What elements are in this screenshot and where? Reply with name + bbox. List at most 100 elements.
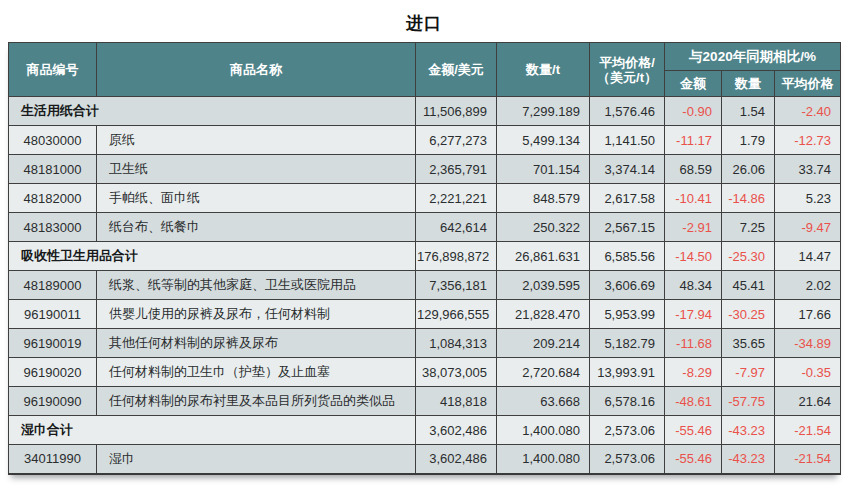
table-row: 48182000 手帕纸、面巾纸 2,221,221 848.579 2,617… [9,184,841,213]
row-cmp-quantity: -7.97 [722,358,775,387]
row-cmp-quantity: 35.65 [722,329,775,358]
col-header-compare-group: 与2020年同期相比/% [665,43,841,71]
row-cmp-quantity: -43.23 [722,445,775,474]
row-cmp-avg-price: 14.47 [775,242,841,271]
row-cmp-avg-price: -21.54 [775,416,841,445]
row-amount: 176,898,872 [416,242,497,271]
row-cmp-amount: -48.61 [665,387,722,416]
row-amount: 2,221,221 [416,184,497,213]
table-row: 48030000 原纸 6,277,273 5,499.134 1,141.50… [9,126,841,155]
row-quantity: 63.668 [497,387,590,416]
row-amount: 2,365,791 [416,155,497,184]
row-name: 手帕纸、面巾纸 [97,184,416,213]
row-avg-price: 3,374.14 [590,155,665,184]
row-quantity: 7,299.189 [497,97,590,126]
row-code: 96190019 [9,329,97,358]
row-avg-price: 6,585.56 [590,242,665,271]
row-cmp-amount: -0.90 [665,97,722,126]
row-name: 吸收性卫生用品合计 [9,242,416,271]
table-row-total-tissue: 生活用纸合计 11,506,899 7,299.189 1,576.46 -0.… [9,97,841,126]
col-header-compare-quantity: 数量 [722,71,775,97]
row-cmp-amount: -11.17 [665,126,722,155]
row-cmp-amount: -55.46 [665,445,722,474]
row-code: 96190020 [9,358,97,387]
row-cmp-quantity: -30.25 [722,300,775,329]
row-name: 纸台布、纸餐巾 [97,213,416,242]
table-row: 96190019 其他任何材料制的尿裤及尿布 1,084,313 209.214… [9,329,841,358]
row-cmp-quantity: 45.41 [722,271,775,300]
row-name: 湿巾合计 [9,416,416,445]
row-cmp-avg-price: -2.40 [775,97,841,126]
header-row-top: 商品编号 商品名称 金额/美元 数量/t 平均价格/ （美元/t） 与2020年… [9,43,841,71]
row-avg-price: 2,567.15 [590,213,665,242]
row-cmp-quantity: 1.54 [722,97,775,126]
row-cmp-amount: -55.46 [665,416,722,445]
row-name: 任何材料制的卫生巾（护垫）及止血塞 [97,358,416,387]
row-cmp-amount: -11.68 [665,329,722,358]
row-name: 纸浆、纸等制的其他家庭、卫生或医院用品 [97,271,416,300]
row-name: 原纸 [97,126,416,155]
row-cmp-avg-price: -21.54 [775,445,841,474]
table-row: 48183000 纸台布、纸餐巾 642,614 250.322 2,567.1… [9,213,841,242]
row-code: 48189000 [9,271,97,300]
row-amount: 129,966,555 [416,300,497,329]
row-cmp-avg-price: 2.02 [775,271,841,300]
page-title: 进口 [0,0,848,35]
row-cmp-amount: -10.41 [665,184,722,213]
row-avg-price: 1,141.50 [590,126,665,155]
avg-price-label-line2: （美元/t） [592,70,662,85]
col-header-name: 商品名称 [97,43,416,97]
table-header: 商品编号 商品名称 金额/美元 数量/t 平均价格/ （美元/t） 与2020年… [9,43,841,97]
row-cmp-amount: -17.94 [665,300,722,329]
row-amount: 3,602,486 [416,416,497,445]
col-header-compare-avg-price: 平均价格 [775,71,841,97]
import-table-container: 商品编号 商品名称 金额/美元 数量/t 平均价格/ （美元/t） 与2020年… [8,42,840,475]
row-avg-price: 5,182.79 [590,329,665,358]
row-name: 供婴儿使用的尿裤及尿布，任何材料制 [97,300,416,329]
table-row: 96190011 供婴儿使用的尿裤及尿布，任何材料制 129,966,555 2… [9,300,841,329]
row-name: 其他任何材料制的尿裤及尿布 [97,329,416,358]
row-cmp-amount: 48.34 [665,271,722,300]
row-code: 34011990 [9,445,97,474]
table-row: 48189000 纸浆、纸等制的其他家庭、卫生或医院用品 7,356,181 2… [9,271,841,300]
row-name: 湿巾 [97,445,416,474]
row-cmp-avg-price: -0.35 [775,358,841,387]
row-avg-price: 13,993.91 [590,358,665,387]
table-row: 34011990 湿巾 3,602,486 1,400.080 2,573.06… [9,445,841,474]
row-code: 48030000 [9,126,97,155]
row-cmp-avg-price: 21.64 [775,387,841,416]
row-cmp-amount: -14.50 [665,242,722,271]
avg-price-label-line1: 平均价格/ [592,55,662,70]
page: 进口 商品编号 商品名称 金额/美元 数量/t 平均价格/ （美元/t） 与20… [0,0,848,494]
row-quantity: 209.214 [497,329,590,358]
table-row: 48181000 卫生纸 2,365,791 701.154 3,374.14 … [9,155,841,184]
col-header-code: 商品编号 [9,43,97,97]
col-header-compare-amount: 金额 [665,71,722,97]
row-name: 任何材料制的尿布衬里及本品目所列货品的类似品 [97,387,416,416]
row-quantity: 5,499.134 [497,126,590,155]
row-cmp-avg-price: 5.23 [775,184,841,213]
row-amount: 38,073,005 [416,358,497,387]
row-quantity: 26,861.631 [497,242,590,271]
row-amount: 7,356,181 [416,271,497,300]
col-header-amount: 金额/美元 [416,43,497,97]
row-avg-price: 3,606.69 [590,271,665,300]
row-code: 48183000 [9,213,97,242]
row-cmp-quantity: -25.30 [722,242,775,271]
row-amount: 6,277,273 [416,126,497,155]
row-quantity: 1,400.080 [497,445,590,474]
row-avg-price: 2,573.06 [590,445,665,474]
row-cmp-quantity: -43.23 [722,416,775,445]
table-row-total-wipes: 湿巾合计 3,602,486 1,400.080 2,573.06 -55.46… [9,416,841,445]
col-header-quantity: 数量/t [497,43,590,97]
row-code: 48181000 [9,155,97,184]
row-amount: 642,614 [416,213,497,242]
table-body: 生活用纸合计 11,506,899 7,299.189 1,576.46 -0.… [9,97,841,474]
row-cmp-amount: -8.29 [665,358,722,387]
row-avg-price: 1,576.46 [590,97,665,126]
table-row-total-absorbent: 吸收性卫生用品合计 176,898,872 26,861.631 6,585.5… [9,242,841,271]
row-cmp-avg-price: -9.47 [775,213,841,242]
row-name: 卫生纸 [97,155,416,184]
row-quantity: 2,039.595 [497,271,590,300]
import-table: 商品编号 商品名称 金额/美元 数量/t 平均价格/ （美元/t） 与2020年… [8,42,841,475]
